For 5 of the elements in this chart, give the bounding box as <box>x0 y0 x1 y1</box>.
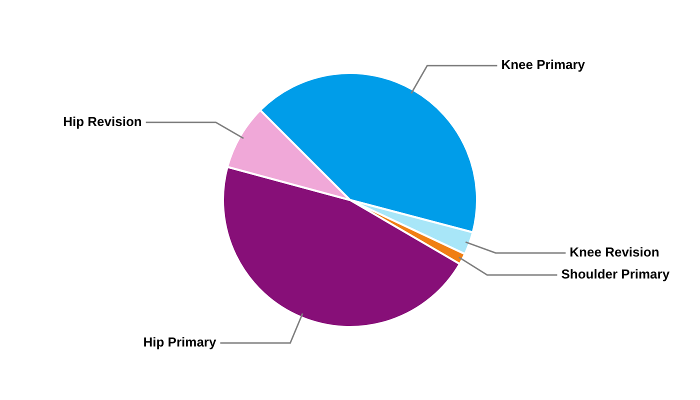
slice-label: Hip Primary <box>143 334 217 350</box>
slice-label: Knee Revision <box>570 244 660 260</box>
slice-label: Hip Revision <box>63 114 142 129</box>
slice-label: Shoulder Primary <box>561 266 670 282</box>
slice-label: Knee Primary <box>501 57 586 72</box>
